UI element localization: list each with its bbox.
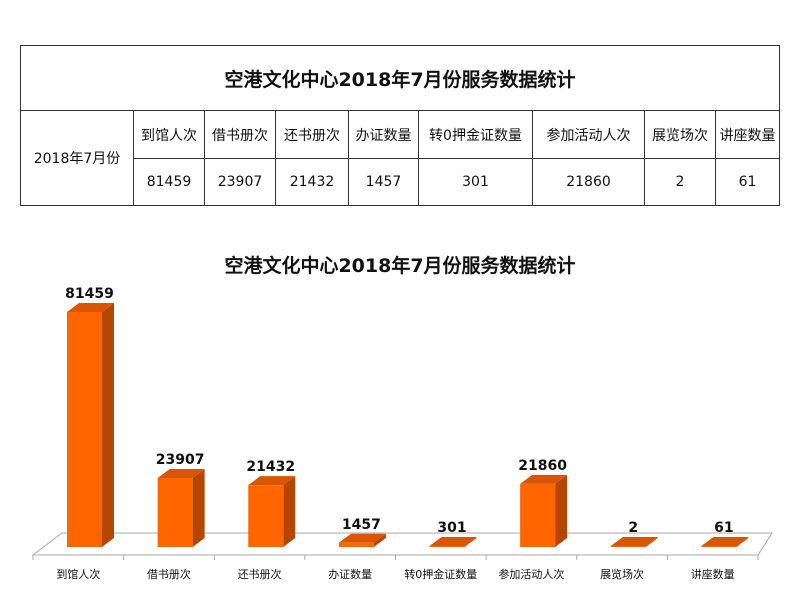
data-label: 301: [437, 520, 466, 536]
value-cell: 301: [418, 158, 533, 206]
bar-side: [192, 469, 205, 547]
bar-side: [736, 537, 749, 547]
data-label: 1457: [342, 517, 381, 533]
bar: [429, 546, 465, 547]
data-label: 21432: [246, 459, 295, 475]
data-label: 2: [628, 520, 638, 536]
bar-top: [520, 474, 568, 484]
bar-side: [464, 537, 477, 547]
bar-side: [645, 537, 658, 547]
value-cell: 2: [644, 158, 716, 206]
header-cell: 借书册次: [204, 110, 276, 159]
header-cell: 展览场次: [644, 110, 716, 159]
bar-top: [248, 476, 296, 486]
x-tick-label: 展览场次: [600, 567, 644, 581]
chart-title: 空港文化中心2018年7月份服务数据统计: [224, 254, 575, 277]
x-tick-label: 讲座数量: [691, 567, 735, 581]
bar-side: [102, 303, 114, 547]
bar-side: [555, 474, 568, 547]
bar: [67, 312, 102, 547]
value-cell: 61: [715, 158, 780, 206]
header-cell: 转0押金证数量: [418, 110, 533, 159]
bar-top: [338, 533, 386, 543]
value-cell: 21860: [532, 158, 645, 206]
bar-top: [429, 537, 477, 546]
data-label: 61: [714, 520, 733, 536]
chart-floor: [31, 532, 773, 556]
stats-table: 空港文化中心2018年7月份服务数据统计 2018年7月份 到馆人次 借书册次 …: [20, 45, 780, 206]
x-tick-label: 转0押金证数量: [404, 567, 477, 581]
x-tick-label: 参加活动人次: [498, 567, 564, 581]
x-tick-label: 到馆人次: [56, 567, 100, 581]
header-cell: 参加活动人次: [532, 110, 645, 159]
bar: [701, 546, 737, 547]
bar-top: [157, 469, 205, 479]
header-cell: 讲座数量: [715, 110, 780, 159]
data-label: 21860: [518, 458, 567, 474]
value-cell: 1457: [348, 158, 419, 206]
x-tick-label: 借书册次: [147, 567, 191, 581]
x-tick-label: 还书册次: [238, 567, 282, 581]
table-title: 空港文化中心2018年7月份服务数据统计: [20, 45, 780, 111]
row-label: 2018年7月份: [20, 110, 134, 206]
bar-top: [701, 537, 749, 546]
value-cell: 81459: [133, 158, 205, 206]
bar-side: [373, 533, 386, 547]
x-tick-label: 办证数量: [328, 568, 372, 581]
value-cell: 23907: [204, 158, 276, 206]
bar: [248, 485, 284, 547]
bar: [157, 478, 193, 547]
bar: [338, 542, 374, 547]
bar-side: [283, 476, 296, 547]
bar: [610, 546, 646, 547]
bar-top: [610, 537, 658, 546]
data-label: 81459: [65, 286, 114, 302]
data-label: 23907: [156, 452, 205, 468]
bar-top: [67, 303, 114, 312]
bar: [520, 483, 556, 547]
